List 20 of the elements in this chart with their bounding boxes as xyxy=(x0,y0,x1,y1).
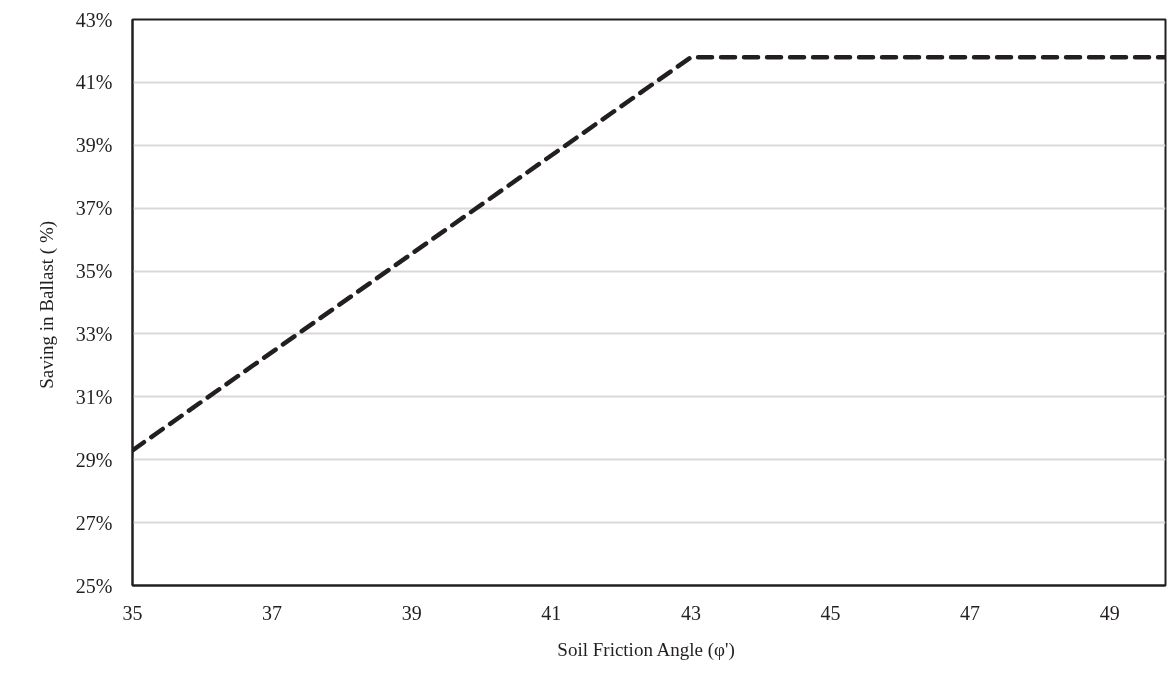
y-tick-label: 33% xyxy=(75,322,113,345)
y-tick-label: 37% xyxy=(75,197,113,220)
x-tick-label: 41 xyxy=(541,601,562,624)
y-axis-title: Saving in Ballast ( %) xyxy=(35,220,58,389)
x-tick-label: 35 xyxy=(122,601,143,624)
x-tick-label: 49 xyxy=(1099,601,1120,624)
x-axis-title: Soil Friction Angle (φ') xyxy=(557,638,735,661)
y-tick-label: 31% xyxy=(75,385,113,408)
x-tick-label: 37 xyxy=(262,601,283,624)
y-tick-label: 39% xyxy=(75,134,113,157)
x-tick-label: 43 xyxy=(680,601,701,624)
y-tick-label: 25% xyxy=(75,574,113,597)
y-tick-label: 29% xyxy=(75,448,113,471)
x-tick-label: 47 xyxy=(960,601,981,624)
y-tick-label: 41% xyxy=(75,71,113,94)
x-tick-label: 39 xyxy=(401,601,422,624)
y-tick-label: 27% xyxy=(75,511,113,534)
x-tick-label: 45 xyxy=(820,601,841,624)
y-tick-label: 35% xyxy=(75,260,113,283)
y-tick-label: 43% xyxy=(75,8,113,31)
